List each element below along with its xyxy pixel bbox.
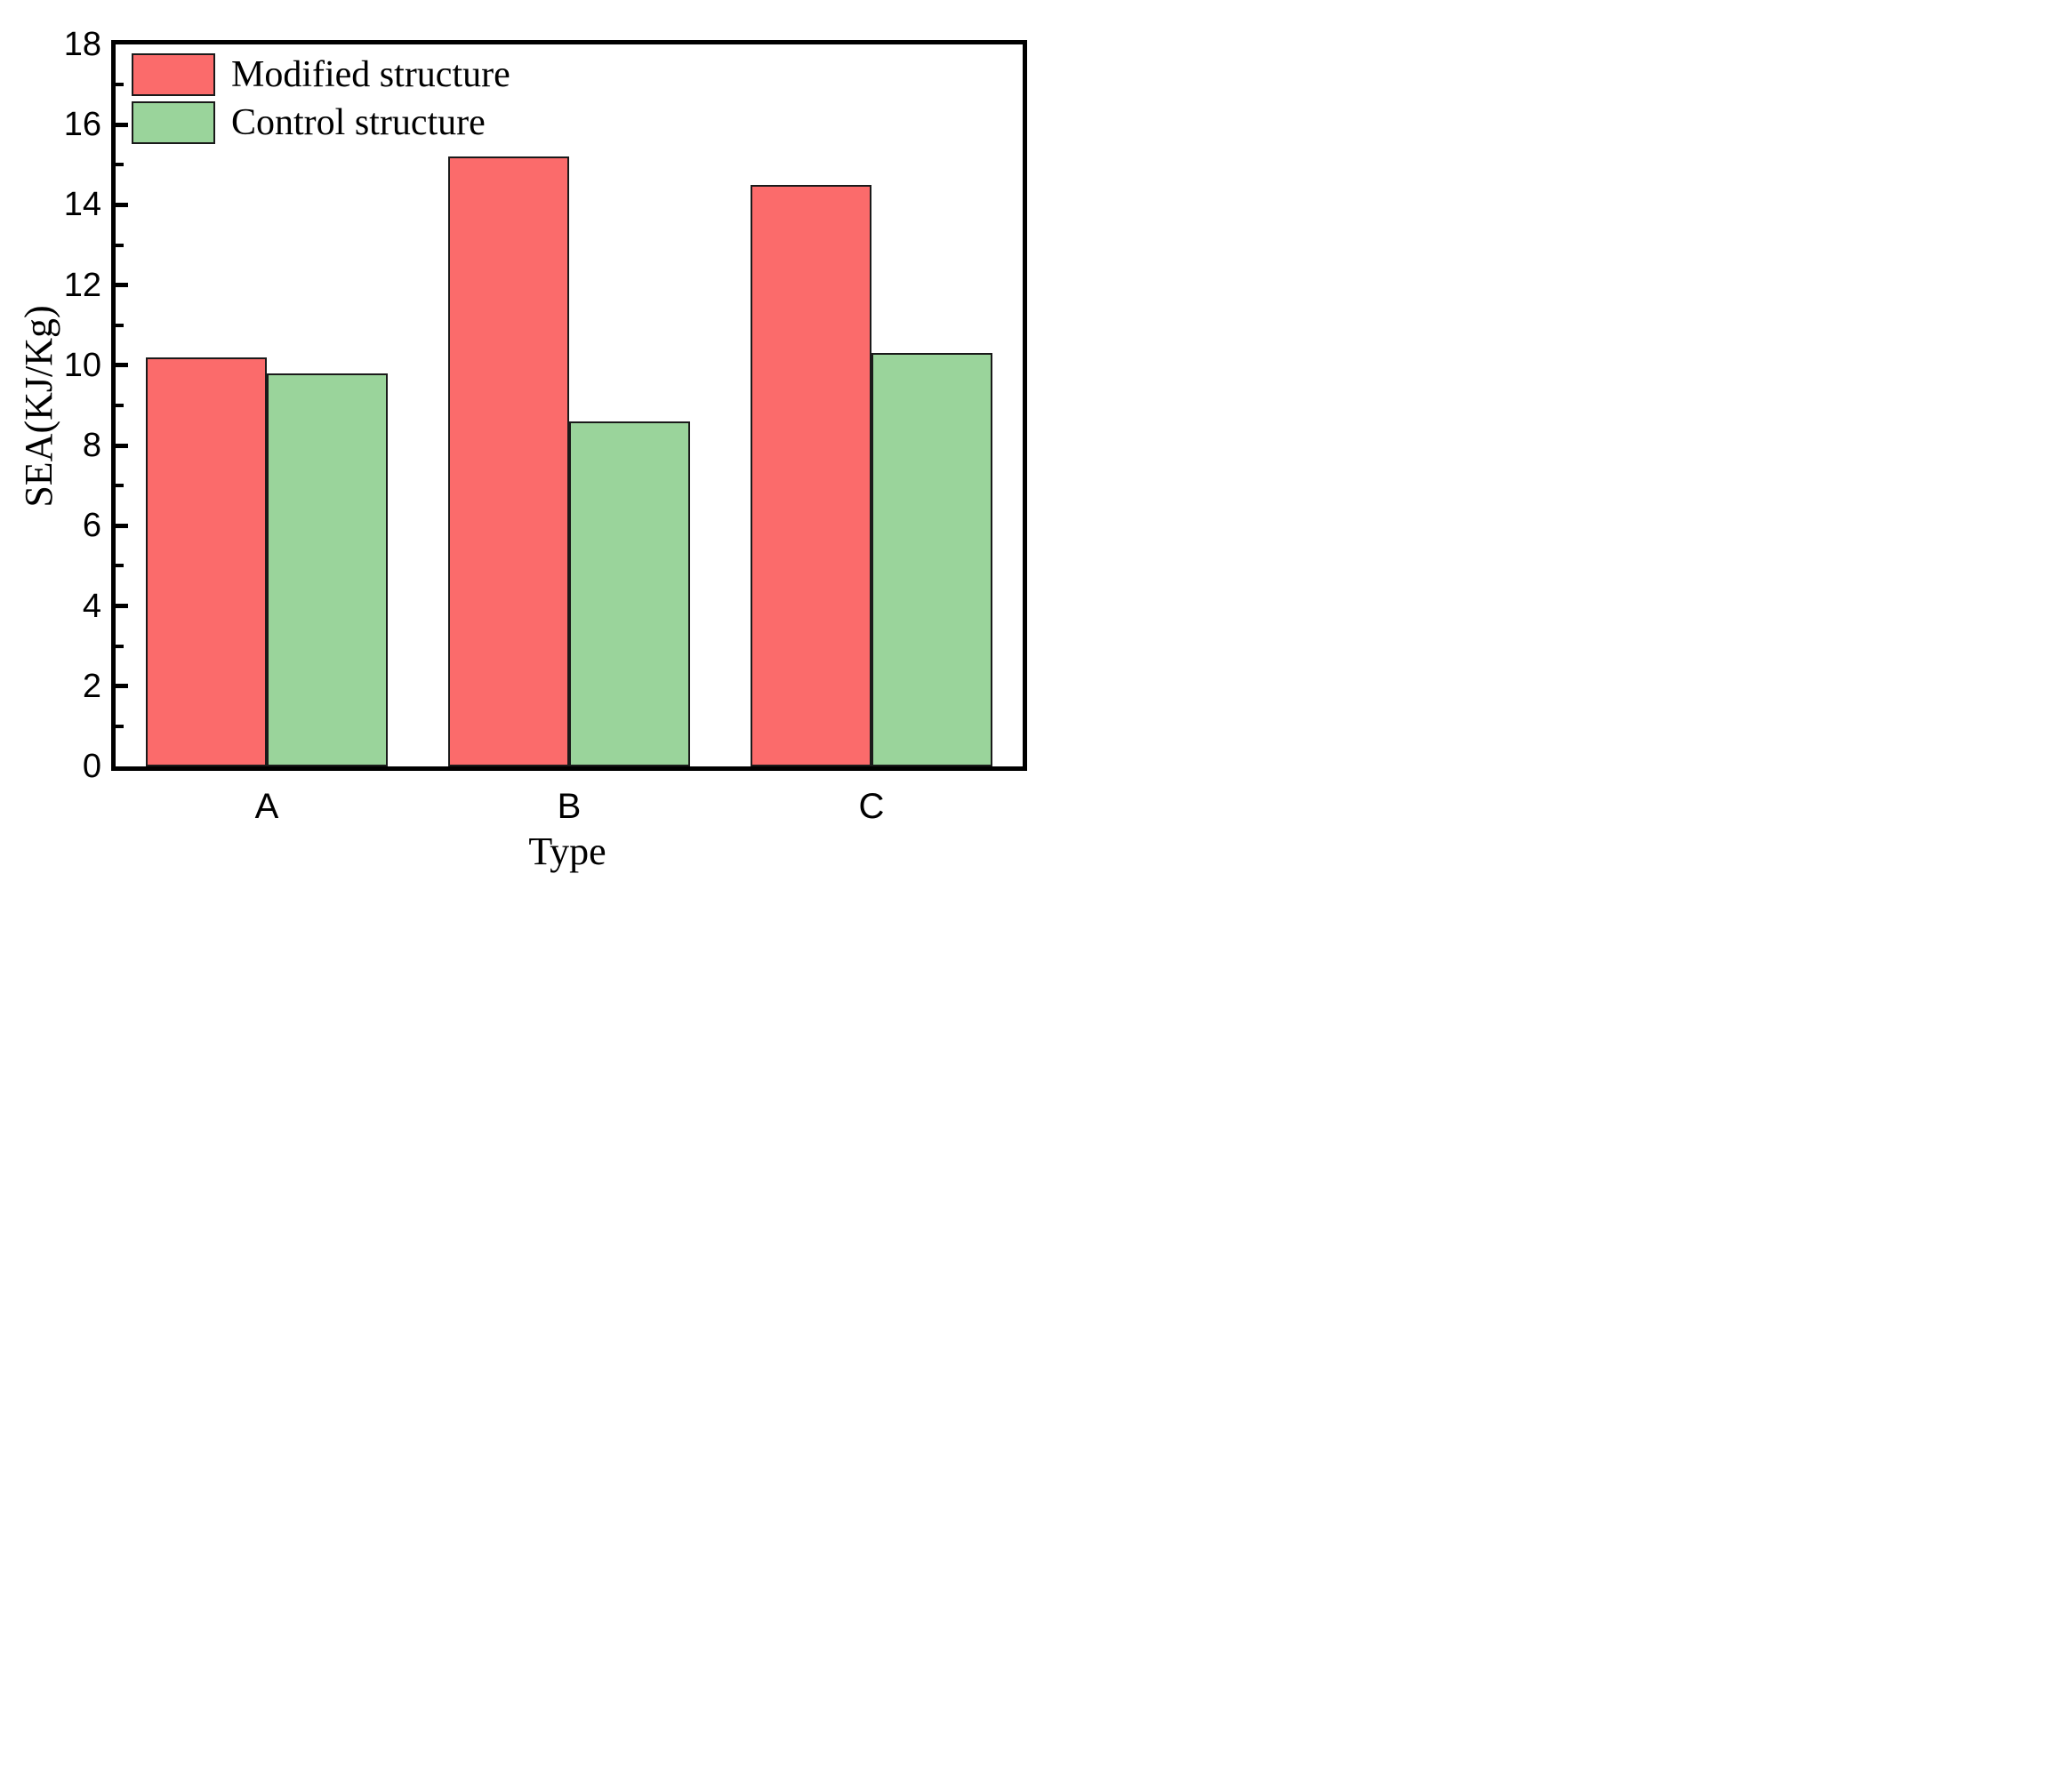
legend-item-modified: Modified structure	[132, 53, 510, 96]
y-tick-label: 0	[82, 748, 101, 785]
y-major-tick	[116, 283, 128, 288]
figure: Modified structure Control structure SEA(…	[0, 0, 1036, 890]
y-major-tick	[116, 122, 128, 127]
x-tick-label-c: C	[858, 787, 885, 826]
bar-modified-c	[751, 185, 871, 766]
y-tick-label: 14	[63, 186, 101, 224]
y-major-tick	[116, 443, 128, 448]
plot-area	[111, 40, 1027, 771]
y-minor-tick	[116, 724, 124, 728]
y-minor-tick	[116, 564, 124, 568]
legend-item-control: Control structure	[132, 101, 510, 144]
modified-swatch	[132, 53, 215, 96]
y-minor-tick	[116, 243, 124, 247]
bar-modified-b	[448, 156, 569, 766]
y-tick-label: 10	[63, 346, 101, 384]
y-minor-tick	[116, 484, 124, 488]
legend: Modified structure Control structure	[132, 53, 510, 144]
y-tick-label: 6	[82, 507, 101, 545]
y-tick-label: 12	[63, 266, 101, 304]
bar-control-b	[569, 421, 690, 766]
bar-modified-a	[146, 357, 267, 766]
y-tick-label: 2	[82, 667, 101, 705]
y-minor-tick	[116, 83, 124, 87]
y-tick-label: 4	[82, 587, 101, 625]
y-major-tick	[116, 363, 128, 368]
x-axis-title: Type	[528, 830, 606, 873]
bar-control-a	[267, 373, 388, 766]
y-minor-tick	[116, 404, 124, 407]
y-minor-tick	[116, 644, 124, 648]
y-major-tick	[116, 523, 128, 528]
bar-control-c	[871, 353, 992, 766]
y-major-tick	[116, 604, 128, 609]
legend-label: Modified structure	[231, 54, 510, 95]
x-tick-label-a: A	[254, 787, 279, 826]
x-tick-label-b: B	[557, 787, 582, 826]
y-minor-tick	[116, 323, 124, 327]
y-tick-label: 8	[82, 427, 101, 465]
y-tick-label: 18	[63, 26, 101, 63]
y-tick-label: 16	[63, 106, 101, 144]
y-minor-tick	[116, 163, 124, 167]
y-major-tick	[116, 684, 128, 689]
legend-label: Control structure	[231, 102, 486, 143]
y-major-tick	[116, 202, 128, 207]
control-swatch	[132, 101, 215, 144]
